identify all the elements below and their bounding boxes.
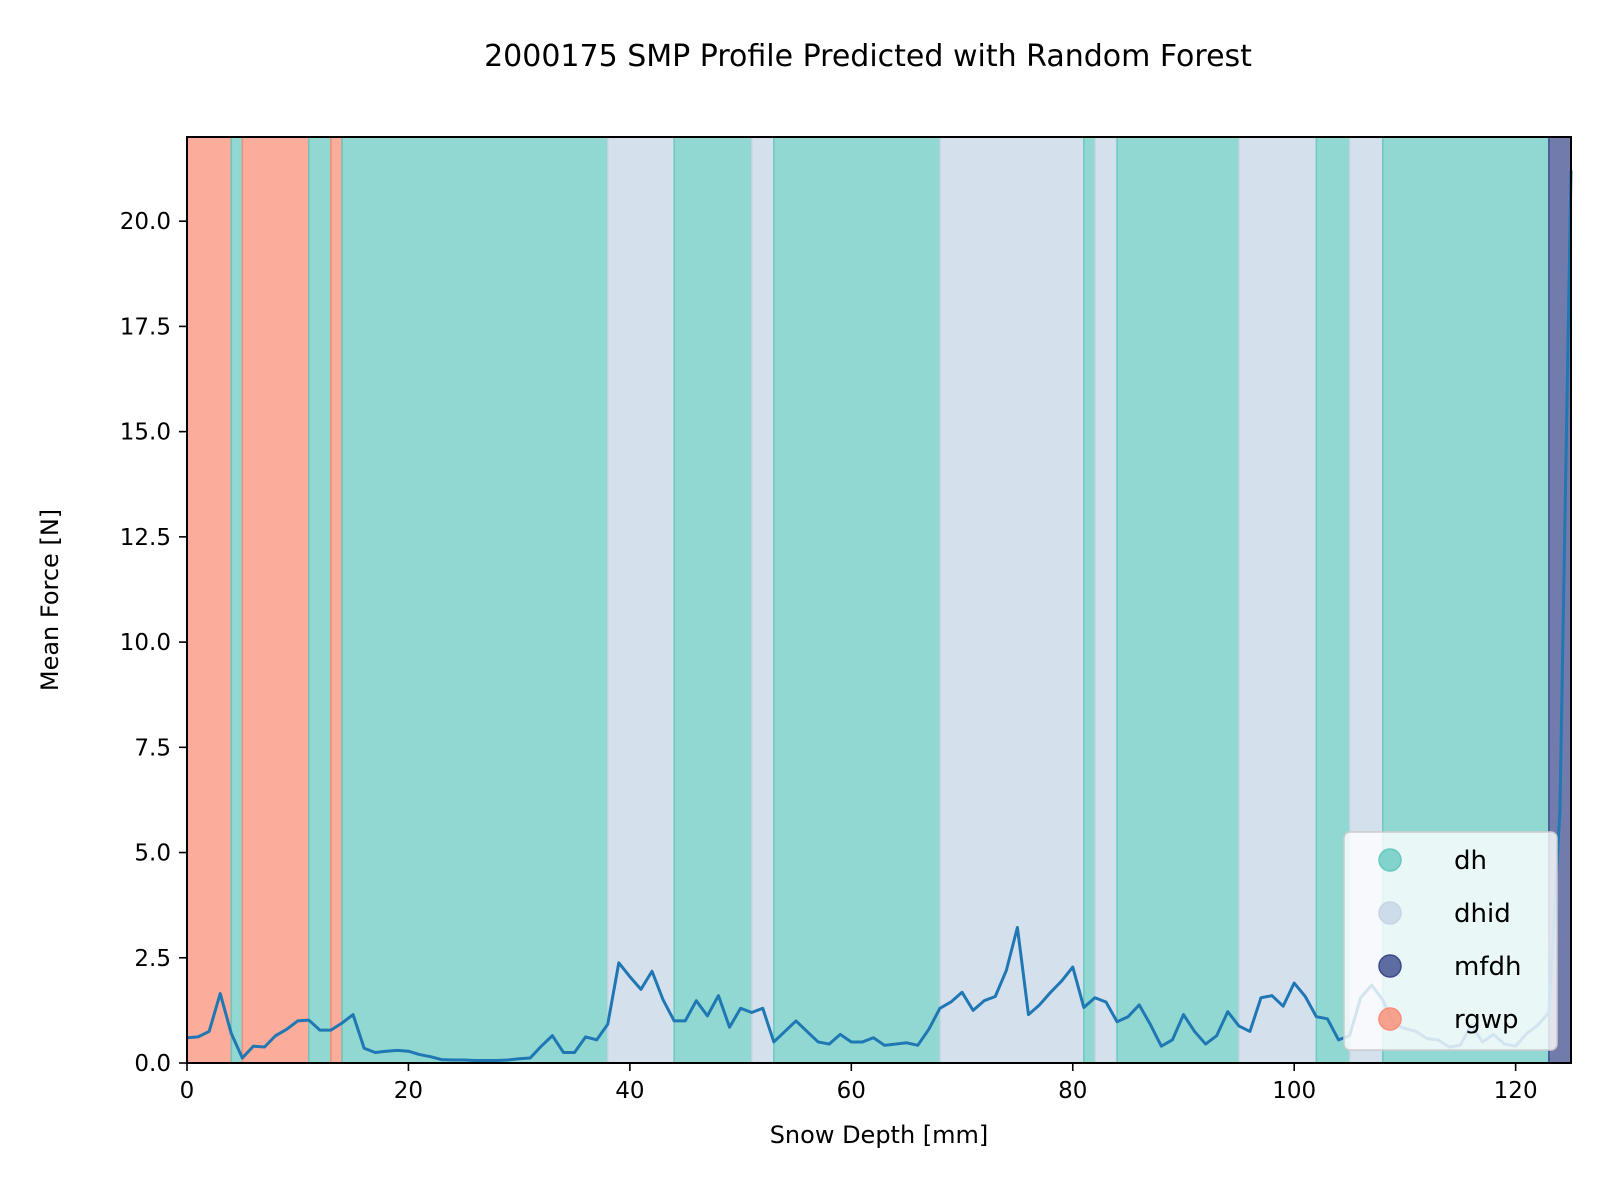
x-tick-label: 80 (1058, 1078, 1087, 1104)
y-tick-label: 15.0 (120, 420, 171, 446)
x-tick-label: 0 (180, 1078, 195, 1104)
chart-title: 2000175 SMP Profile Predicted with Rando… (484, 39, 1252, 74)
force-line (186, 170, 1573, 1062)
y-axis: 0.0 2.5 5.0 7.5 10.0 12.5 15.0 17.5 20.0 (120, 209, 187, 1077)
legend-marker-mfdh (1378, 954, 1402, 978)
legend-label-dh: dh (1454, 846, 1487, 876)
y-tick-label: 5.0 (134, 841, 171, 867)
y-tick-label: 0.0 (134, 1051, 171, 1077)
legend-marker-dh (1378, 848, 1402, 872)
segment-dh (341, 136, 609, 1064)
segment-rgwp (241, 136, 310, 1064)
y-tick-label: 20.0 (120, 209, 171, 235)
x-axis: 0 20 40 60 80 100 120 (180, 1063, 1538, 1104)
legend-label-mfdh: mfdh (1454, 952, 1521, 982)
y-tick-label: 10.0 (120, 630, 171, 656)
legend-marker-rgwp (1378, 1007, 1402, 1031)
segment-dh (1116, 136, 1240, 1064)
y-axis-label: Mean Force [N] (36, 509, 64, 691)
segment-dh (230, 136, 244, 1064)
force-line-layer (186, 170, 1573, 1062)
segment-dh (1083, 136, 1096, 1064)
segment-dh (308, 136, 332, 1064)
legend-label-dhid: dhid (1454, 899, 1511, 929)
y-tick-label: 2.5 (134, 946, 171, 972)
segment-dhid (939, 136, 1085, 1064)
segment-rgwp (330, 136, 343, 1064)
x-tick-label: 40 (615, 1078, 644, 1104)
y-tick-label: 7.5 (134, 735, 171, 761)
legend-label-rgwp: rgwp (1454, 1005, 1519, 1035)
segment-dhid (1238, 136, 1318, 1064)
x-tick-label: 20 (394, 1078, 423, 1104)
x-axis-label: Snow Depth [mm] (770, 1121, 989, 1149)
legend: dh dhid mfdh rgwp (1343, 831, 1558, 1051)
segment-dh (673, 136, 753, 1064)
segment-rgwp (186, 136, 233, 1064)
x-tick-label: 60 (837, 1078, 866, 1104)
plot-frame (186, 136, 1572, 1064)
segment-dhid (606, 136, 675, 1064)
segment-dh (773, 136, 941, 1064)
y-tick-label: 12.5 (120, 525, 171, 551)
x-tick-label: 120 (1494, 1078, 1538, 1104)
x-tick-label: 100 (1272, 1078, 1316, 1104)
legend-marker-dhid (1378, 901, 1402, 925)
y-tick-label: 17.5 (120, 314, 171, 340)
legend-box (1343, 831, 1558, 1051)
segment-dhid (750, 136, 775, 1064)
segment-dhid (1094, 136, 1118, 1064)
